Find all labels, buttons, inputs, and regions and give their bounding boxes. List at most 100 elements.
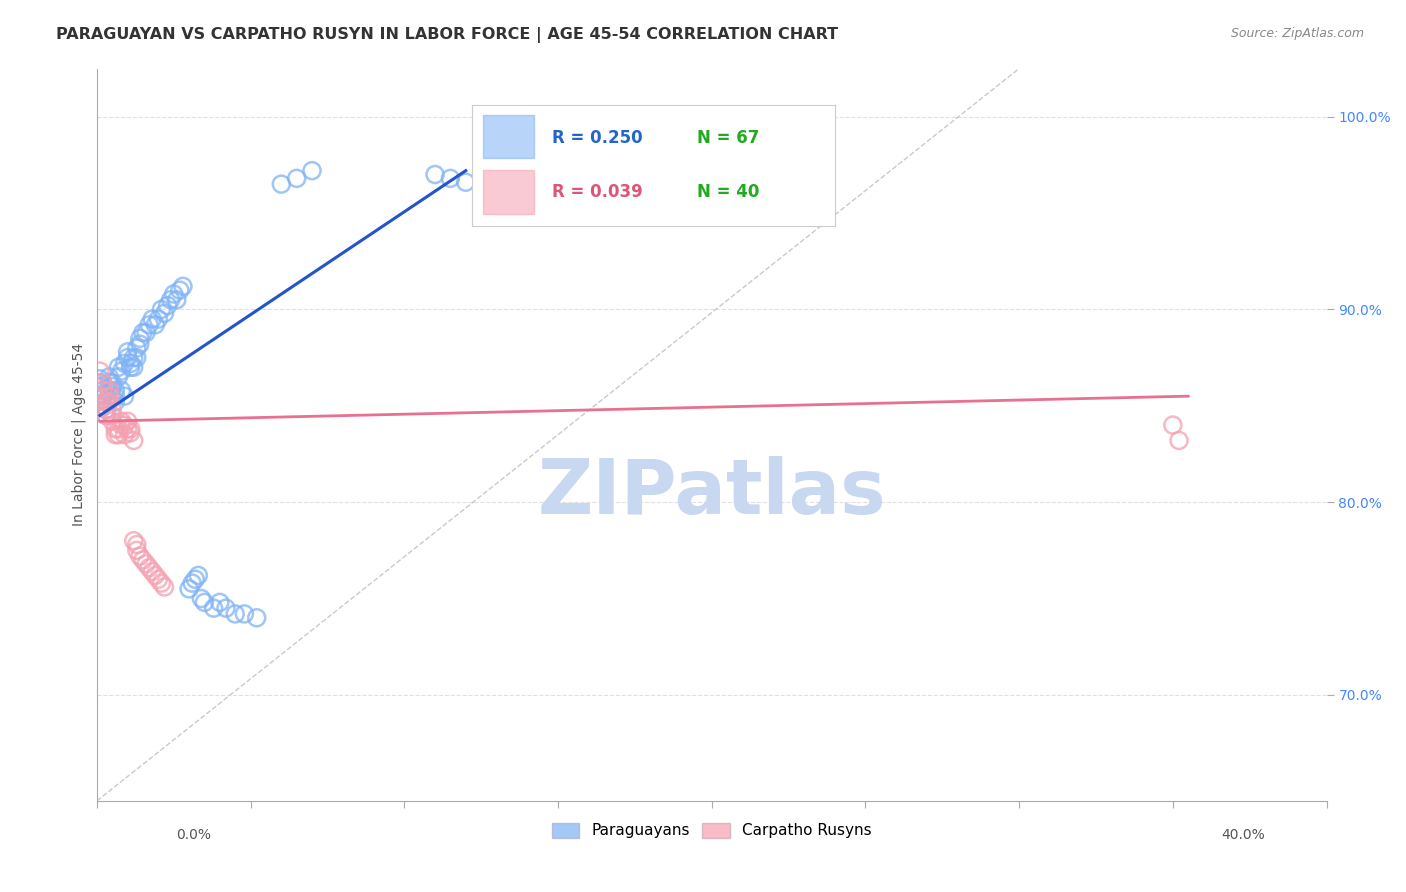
Point (101, 402, 124, 417)
Point (91, 387, 114, 401)
Point (125, 537, 148, 551)
Point (91, 376, 114, 390)
Point (104, 427, 127, 442)
Point (91, 399, 114, 413)
Point (122, 533, 145, 548)
Point (135, 326, 157, 340)
Point (143, 568, 166, 582)
Point (233, 607, 256, 621)
Point (439, 171, 461, 186)
Point (101, 379, 124, 393)
Point (98, 384, 121, 398)
Point (107, 370, 129, 384)
Point (94, 402, 117, 417)
Point (110, 384, 132, 398)
Point (125, 351, 148, 365)
Point (104, 395, 127, 409)
Point (104, 389, 127, 403)
Point (98, 384, 121, 398)
Point (117, 351, 139, 365)
Point (120, 360, 142, 375)
Point (117, 414, 139, 428)
Point (107, 422, 129, 436)
Point (208, 595, 231, 609)
Point (89, 379, 111, 393)
Point (94, 402, 117, 417)
Point (122, 360, 145, 375)
Point (122, 351, 145, 365)
Point (150, 302, 173, 317)
Point (270, 177, 292, 191)
Point (114, 389, 136, 403)
Point (114, 427, 136, 442)
Point (117, 344, 139, 359)
Point (163, 287, 186, 301)
Point (285, 171, 308, 186)
Point (215, 601, 238, 615)
Point (110, 414, 132, 428)
Text: PARAGUAYAN VS CARPATHO RUSYN IN LABOR FORCE | AGE 45-54 CORRELATION CHART: PARAGUAYAN VS CARPATHO RUSYN IN LABOR FO… (56, 27, 838, 43)
Point (128, 337, 150, 351)
Point (101, 414, 124, 428)
Point (184, 572, 207, 586)
Point (98, 370, 121, 384)
Point (104, 422, 127, 436)
Point (110, 364, 132, 378)
Point (98, 389, 121, 403)
Point (94, 395, 117, 409)
Point (101, 389, 124, 403)
Point (148, 572, 170, 586)
Point (117, 422, 139, 436)
Point (423, 168, 446, 182)
Point (193, 595, 215, 609)
Point (91, 389, 114, 403)
Point (98, 395, 121, 409)
Point (89, 364, 111, 378)
Point (141, 565, 163, 579)
Text: Source: ZipAtlas.com: Source: ZipAtlas.com (1230, 27, 1364, 40)
Point (172, 279, 194, 293)
Point (114, 418, 136, 433)
Text: ZIPatlas: ZIPatlas (537, 457, 886, 530)
Point (166, 293, 188, 307)
Point (153, 306, 176, 320)
Point (128, 331, 150, 345)
Point (141, 312, 163, 326)
Point (156, 299, 179, 313)
Point (91, 384, 114, 398)
Point (89, 372, 111, 386)
Point (135, 557, 157, 571)
Point (89, 376, 111, 390)
Point (202, 601, 225, 615)
Point (143, 318, 166, 332)
Point (1168, 434, 1191, 448)
Legend: Paraguayans, Carpatho Rusyns: Paraguayans, Carpatho Rusyns (546, 817, 877, 845)
Point (153, 580, 176, 594)
Point (187, 568, 209, 582)
Point (224, 607, 246, 621)
Text: 0.0%: 0.0% (176, 828, 211, 842)
Point (110, 418, 132, 433)
Y-axis label: In Labor Force | Age 45-54: In Labor Force | Age 45-54 (72, 343, 86, 526)
Point (91, 384, 114, 398)
Point (104, 384, 127, 398)
Point (128, 549, 150, 563)
Point (125, 543, 148, 558)
Point (101, 409, 124, 423)
Point (89, 389, 111, 403)
Point (181, 576, 204, 591)
Point (132, 326, 155, 340)
Point (107, 360, 129, 375)
Point (190, 591, 212, 606)
Point (114, 356, 136, 370)
Point (120, 356, 142, 370)
Point (125, 341, 148, 355)
Point (120, 422, 142, 436)
Point (246, 611, 269, 625)
Point (1161, 418, 1184, 433)
Point (454, 175, 477, 189)
Point (98, 376, 121, 390)
Point (159, 293, 181, 307)
Point (122, 434, 145, 448)
Point (94, 395, 117, 409)
